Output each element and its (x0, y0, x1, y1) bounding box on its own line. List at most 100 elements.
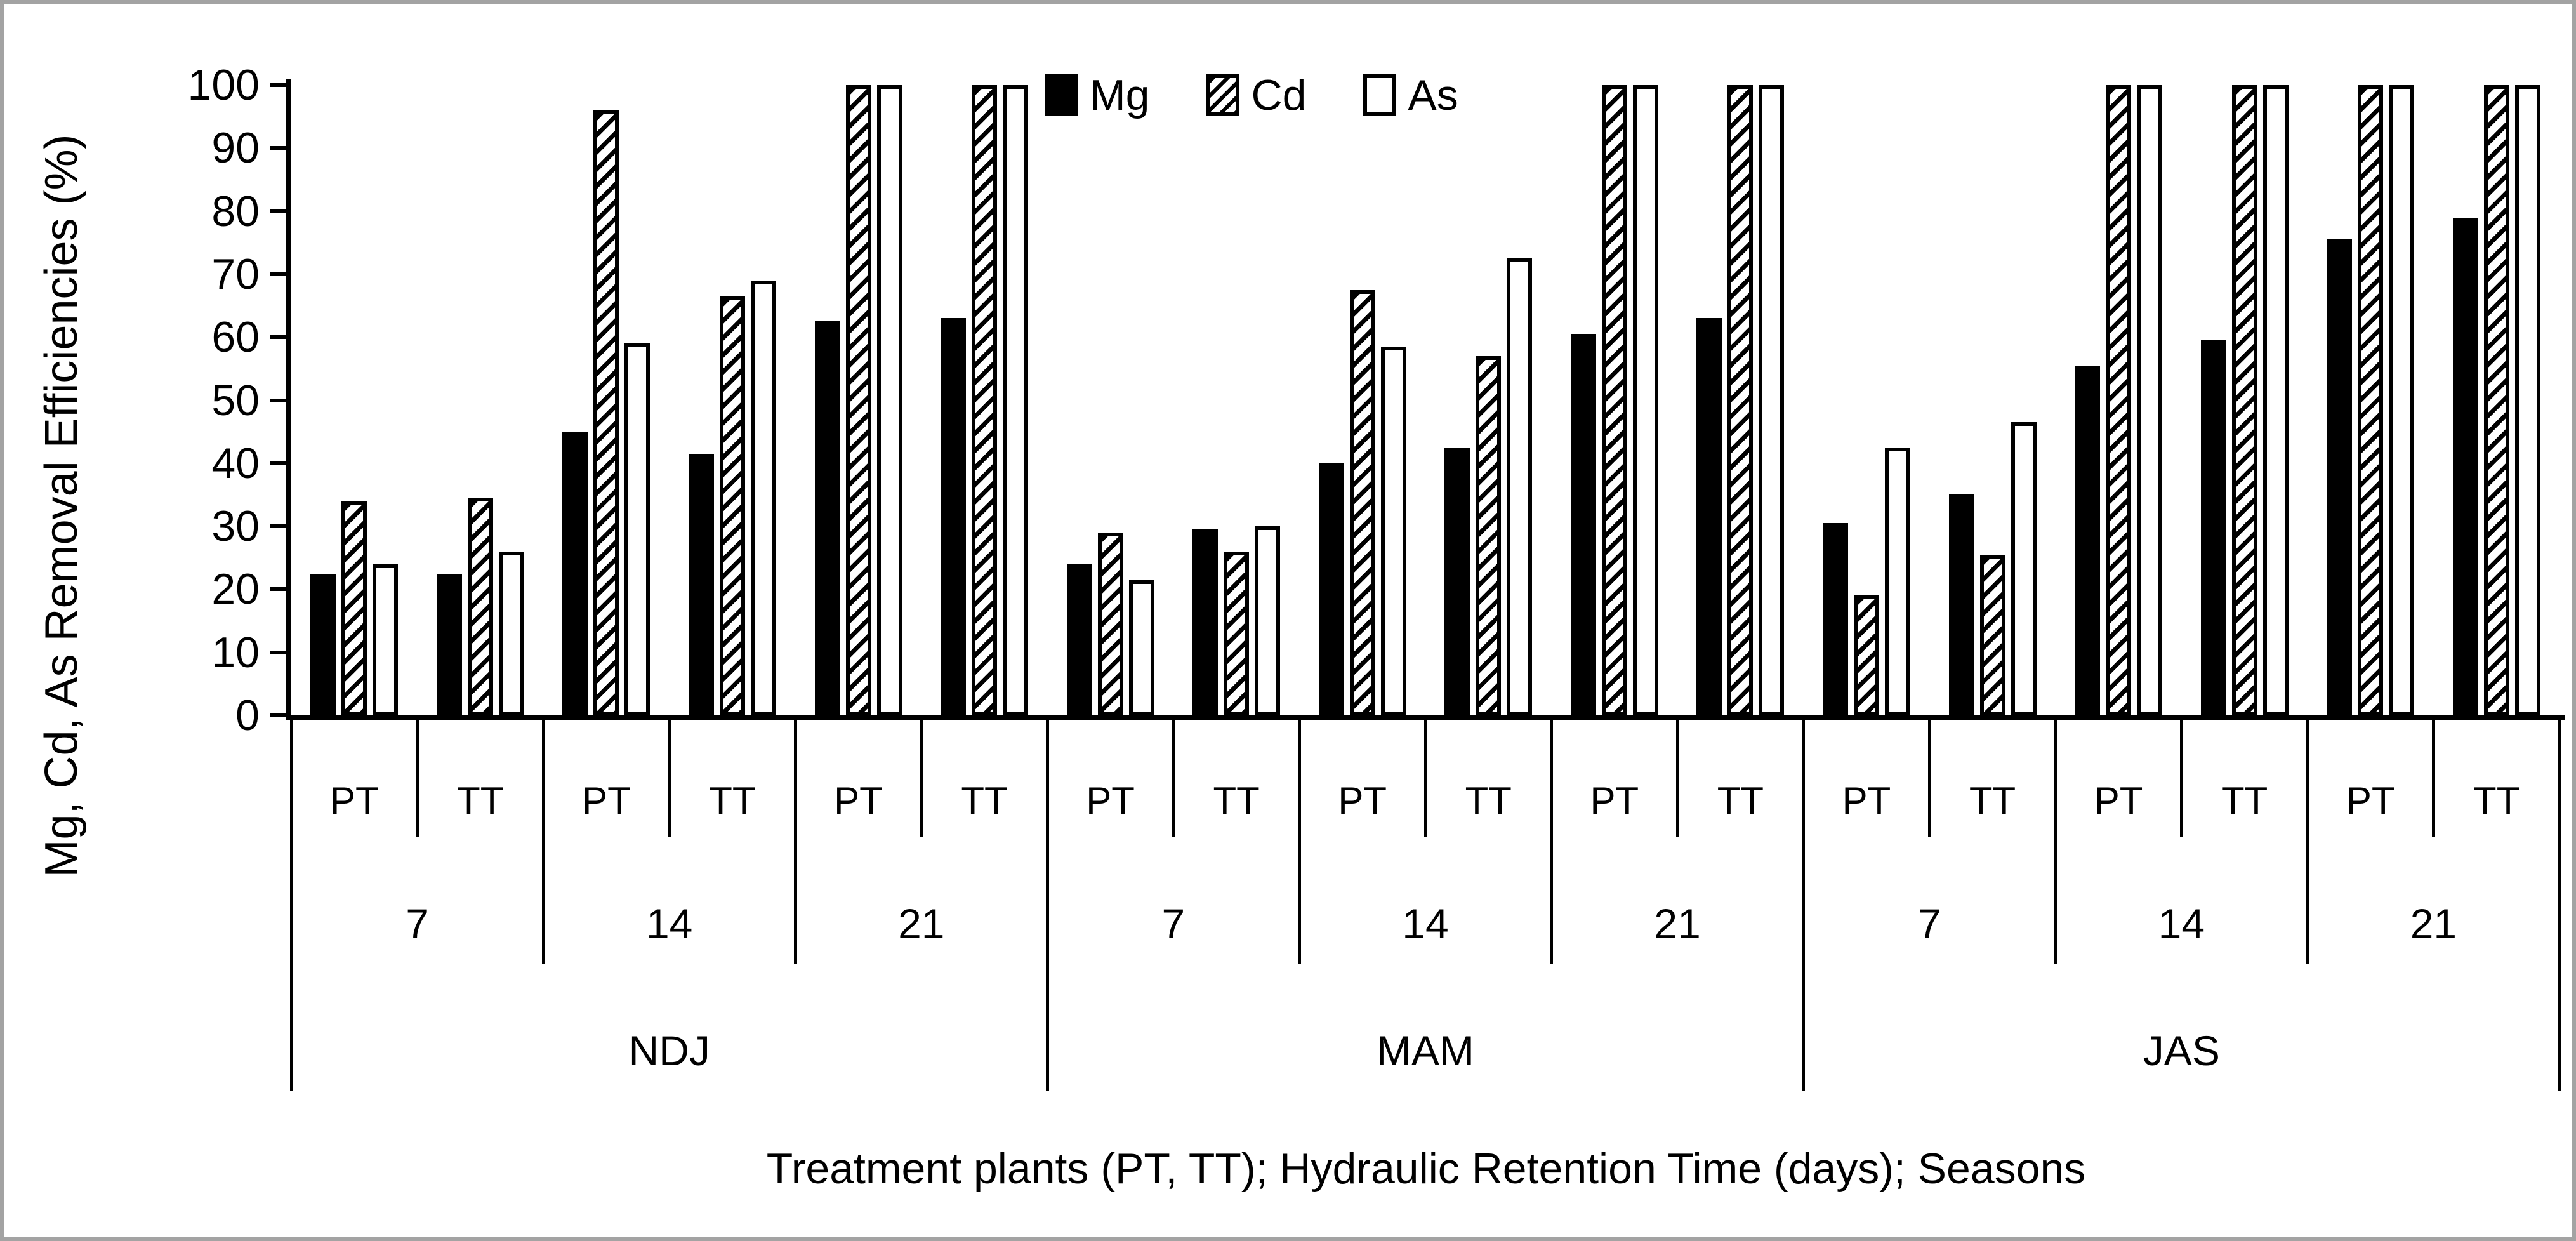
bar-cd (467, 498, 493, 715)
y-tick (270, 146, 291, 150)
plant-label: PT (834, 780, 883, 822)
hrt-label: 14 (645, 900, 693, 947)
bar-mg (1066, 564, 1092, 715)
legend-label-as: As (1408, 71, 1458, 119)
plant-label: PT (1086, 780, 1135, 822)
bar-cd (845, 85, 871, 715)
y-tick (270, 461, 291, 465)
plant-label: TT (709, 780, 756, 822)
category-separator (541, 719, 545, 964)
y-tick-label: 0 (235, 691, 260, 740)
y-tick (270, 209, 291, 213)
bar-cd (1476, 355, 1502, 715)
hrt-label: 14 (1402, 900, 1449, 947)
category-separator (2306, 719, 2309, 964)
hrt-label: 21 (898, 900, 945, 947)
y-tick (270, 650, 291, 654)
bar-mg (1444, 447, 1470, 715)
category-separator (1297, 719, 1301, 964)
y-tick-label: 80 (211, 187, 260, 236)
bar-as (1380, 347, 1406, 715)
mg-swatch-icon (1045, 74, 1078, 116)
legend-label-mg: Mg (1090, 71, 1150, 119)
category-separator (2558, 719, 2561, 1091)
bar-mg (436, 573, 462, 715)
y-tick-label: 10 (211, 628, 260, 677)
hrt-label: 21 (2410, 900, 2457, 947)
y-tick-label: 60 (211, 313, 260, 362)
y-tick-label: 90 (211, 124, 260, 173)
bar-cd (341, 501, 367, 715)
bar-cd (593, 110, 619, 715)
plant-label: PT (1590, 780, 1639, 822)
category-separator (668, 719, 671, 837)
plant-label: TT (1465, 780, 1512, 822)
bar-cd (1979, 554, 2005, 715)
bar-as (1632, 85, 1658, 715)
bar-mg (1696, 318, 1722, 715)
bar-mg (2452, 217, 2478, 715)
category-separator (416, 719, 419, 837)
hrt-label: 21 (1654, 900, 1701, 947)
plant-label: TT (1717, 780, 1764, 822)
bar-mg (1192, 529, 1219, 715)
bar-as (1255, 526, 1281, 715)
season-label: MAM (1377, 1027, 1474, 1074)
y-tick (270, 713, 291, 717)
bar-as (2262, 85, 2289, 715)
bar-as (1003, 85, 1029, 715)
plant-label: PT (329, 780, 379, 822)
y-tick (270, 398, 291, 402)
bar-as (1128, 580, 1154, 715)
category-separator (1675, 719, 1679, 837)
category-separator (2179, 719, 2183, 837)
plant-label: PT (2346, 780, 2395, 822)
bar-cd (1097, 533, 1123, 715)
bar-cd (1349, 289, 1375, 715)
bar-mg (310, 573, 336, 715)
category-separator (1927, 719, 1931, 837)
category-separator (2054, 719, 2057, 964)
category-separator (289, 719, 293, 1091)
hrt-label: 7 (406, 900, 429, 947)
bar-cd (2483, 85, 2509, 715)
bar-as (624, 343, 651, 715)
y-tick-label: 40 (211, 439, 260, 488)
bar-as (2389, 85, 2415, 715)
season-label: JAS (2143, 1027, 2220, 1074)
bar-cd (2231, 85, 2257, 715)
bar-cd (1727, 85, 1754, 715)
category-separator (1423, 719, 1427, 837)
category-separator (1045, 719, 1049, 1091)
bar-mg (1822, 523, 1848, 715)
bar-mg (1570, 334, 1596, 715)
bar-mg (688, 453, 714, 715)
hrt-label: 14 (2158, 900, 2205, 947)
bar-cd (719, 296, 745, 715)
hrt-label: 7 (1161, 900, 1186, 947)
category-separator (793, 719, 797, 964)
category-separator (1172, 719, 1175, 837)
y-tick-label: 30 (211, 502, 260, 551)
legend-item-as: As (1363, 72, 1458, 118)
plant-label: PT (1338, 780, 1387, 822)
bar-mg (1948, 494, 1974, 715)
bar-cd (972, 85, 998, 715)
plant-label: PT (1842, 780, 1891, 822)
plant-label: PT (2094, 780, 2143, 822)
plant-label: TT (961, 780, 1008, 822)
plant-label: PT (582, 780, 631, 822)
bar-mg (1318, 463, 1344, 715)
bar-as (876, 85, 902, 715)
bar-mg (2075, 365, 2101, 715)
bar-cd (1601, 85, 1627, 715)
y-tick (270, 335, 291, 340)
bar-mg (814, 321, 840, 715)
bar-as (2137, 85, 2163, 715)
category-separator (1550, 719, 1554, 964)
legend-item-mg: Mg (1045, 72, 1149, 118)
y-tick-label: 20 (211, 565, 260, 614)
x-axis-title: Treatment plants (PT, TT); Hydraulic Ret… (766, 1145, 2086, 1193)
y-tick (270, 524, 291, 529)
